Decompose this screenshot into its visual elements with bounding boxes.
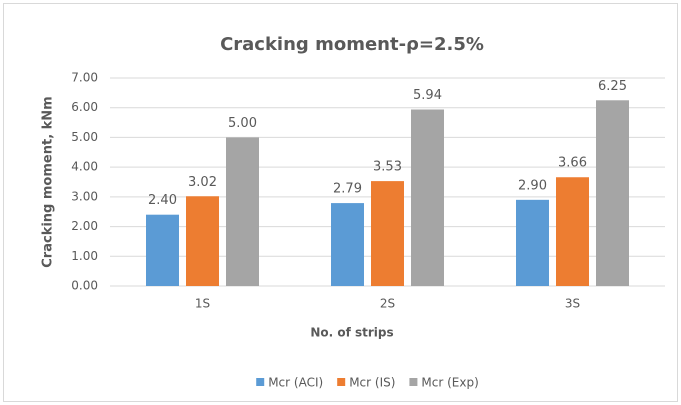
data-label: 3.53 — [373, 160, 402, 175]
data-label: 2.40 — [148, 193, 177, 208]
legend-swatch — [409, 378, 418, 386]
data-label: 5.94 — [413, 88, 442, 103]
chart-title: Cracking moment-ρ=2.5% — [220, 34, 484, 55]
x-tick-label: 2S — [380, 297, 395, 311]
bar — [556, 177, 589, 286]
data-label: 2.79 — [333, 182, 362, 197]
y-tick-label: 3.00 — [71, 189, 98, 203]
y-tick-label: 5.00 — [71, 130, 98, 144]
y-tick-label: 6.00 — [71, 100, 98, 114]
bar — [226, 137, 259, 286]
bar — [186, 196, 219, 286]
bar — [371, 181, 404, 286]
data-label: 2.90 — [518, 178, 547, 193]
data-label: 3.66 — [558, 156, 587, 171]
legend-label: Mcr (Exp) — [421, 376, 478, 390]
bar — [331, 203, 364, 286]
y-tick-label: 2.00 — [71, 219, 98, 233]
x-axis-label: No. of strips — [310, 326, 393, 340]
bar — [596, 100, 629, 287]
y-axis-label: Cracking moment, kNm — [41, 96, 56, 267]
legend-swatch — [256, 378, 265, 386]
data-label: 6.25 — [598, 79, 627, 94]
legend-swatch — [337, 378, 346, 386]
legend-label: Mcr (ACI) — [268, 376, 323, 390]
x-tick-label: 1S — [195, 297, 210, 311]
data-label: 5.00 — [228, 116, 257, 131]
y-tick-label: 7.00 — [71, 71, 98, 85]
bar — [516, 199, 549, 286]
y-tick-label: 0.00 — [71, 279, 98, 293]
data-label: 3.02 — [188, 175, 217, 190]
bar — [411, 109, 444, 286]
x-tick-label: 3S — [565, 297, 580, 311]
bar — [146, 214, 179, 286]
y-tick-label: 4.00 — [71, 160, 98, 174]
y-tick-label: 1.00 — [71, 249, 98, 263]
legend-label: Mcr (IS) — [349, 376, 395, 390]
